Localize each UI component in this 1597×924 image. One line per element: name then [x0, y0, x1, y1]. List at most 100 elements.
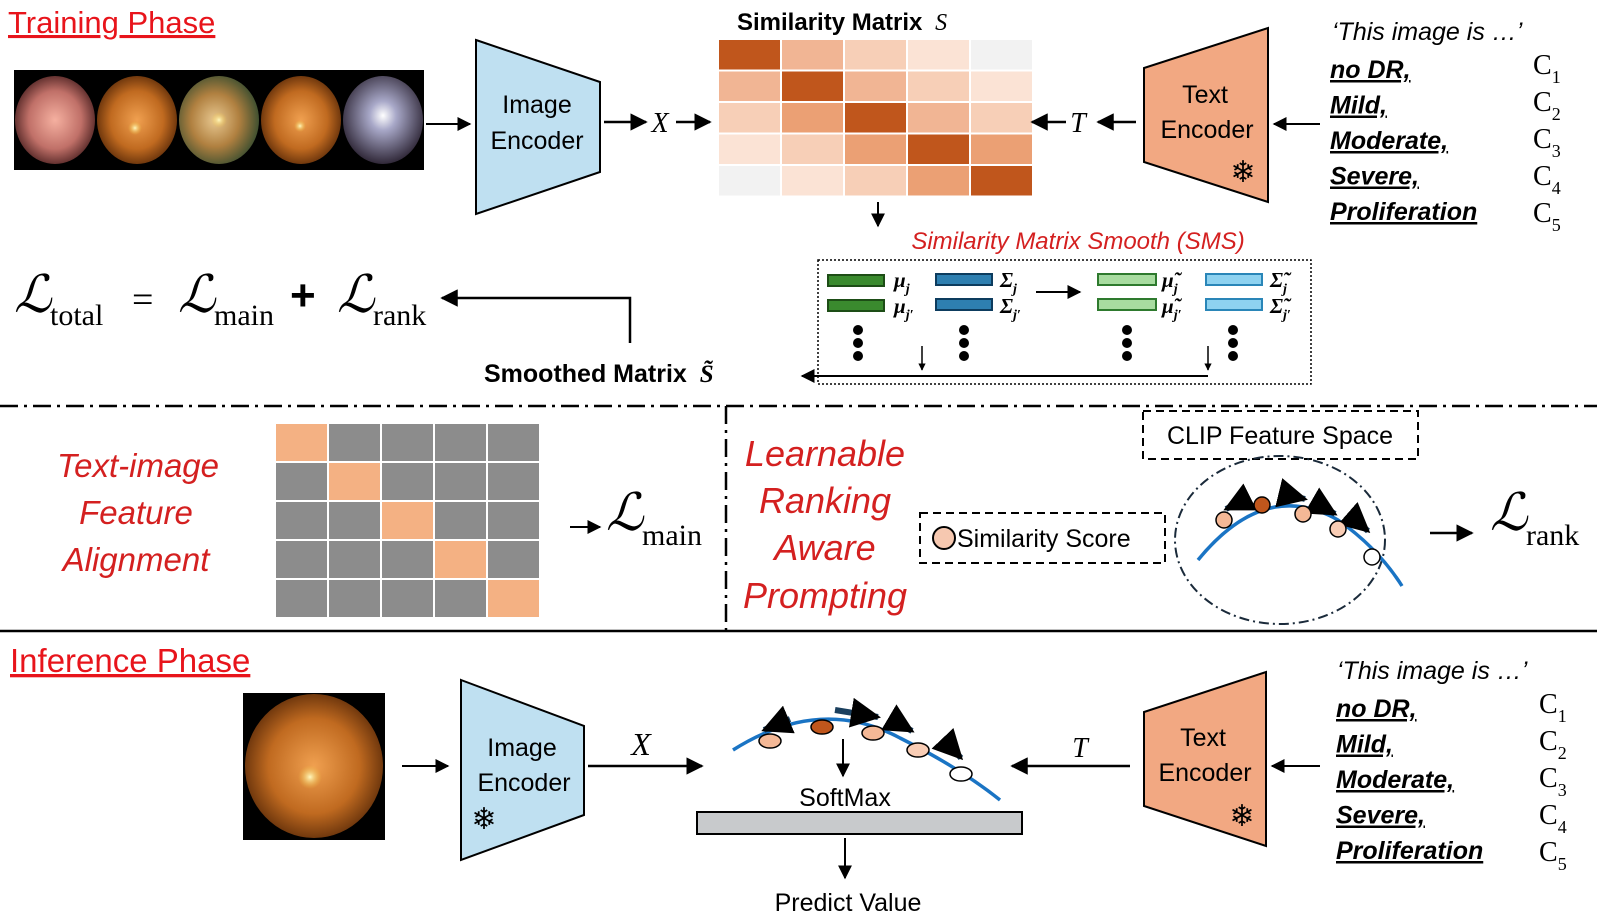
class-label: Mild, [1330, 92, 1387, 120]
rank-arrow [1337, 501, 1371, 534]
alignment-label: Alignment [61, 541, 212, 578]
text-encoder-label: Text [1180, 724, 1226, 752]
sms-title: Similarity Matrix Smooth (SMS) [911, 228, 1244, 255]
prompt-text: ‘This image is …’ [1332, 18, 1523, 46]
similarity-cell [782, 134, 843, 164]
similarity-matrix [719, 40, 1032, 196]
image-encoder-label: Image [502, 91, 571, 119]
ranking-label: Aware [772, 527, 875, 568]
smoothed-matrix-label: Smoothed Matrix S̃ [484, 359, 714, 388]
alignment-cell [435, 463, 486, 500]
class-label: Severe, [1330, 163, 1419, 191]
class-symbol: C2 [1533, 87, 1561, 124]
alignment-cell [276, 424, 327, 461]
alignment-cell [382, 463, 433, 500]
svg-text:=: = [132, 279, 153, 321]
alignment-cell [382, 424, 433, 461]
similarity-cell [782, 71, 843, 101]
svg-text:ℒ: ℒ [14, 267, 53, 324]
class-label: no DR, [1336, 695, 1417, 723]
main-loss-subscript: main [642, 519, 702, 552]
feature-alignment-panel: Text-image Feature Alignment ℒ main [57, 424, 702, 617]
image-encoder-label: Encoder [490, 127, 583, 155]
class-label: Moderate, [1330, 127, 1448, 155]
class-label: Severe, [1336, 802, 1425, 830]
rank-loss-subscript: rank [1526, 519, 1579, 552]
alignment-grid [276, 424, 539, 617]
similarity-cell [908, 166, 969, 196]
similarity-cell [908, 103, 969, 133]
snowflake-icon: ❄ [1230, 156, 1255, 189]
score-marker [906, 742, 930, 758]
class-label: Proliferation [1336, 837, 1483, 865]
score-marker [861, 725, 885, 741]
alignment-cell [488, 580, 539, 617]
ranking-label: Learnable [745, 433, 905, 474]
svg-text:Σj′: Σj′ [999, 294, 1021, 323]
rank-arrow [1304, 487, 1338, 517]
alignment-cell [435, 541, 486, 578]
rank-arrow [1275, 478, 1308, 508]
class-symbol: C3 [1539, 763, 1567, 800]
softmax-bar [696, 811, 1023, 835]
rank-arrow [761, 705, 795, 734]
inference-phase: Inference Phase Image Encoder ❄ X SoftMa… [10, 642, 1567, 917]
alignment-cell [329, 463, 380, 500]
alignment-cell [329, 424, 380, 461]
text-encoder-label: Encoder [1158, 759, 1251, 787]
similarity-cell [719, 134, 780, 164]
sms-distributions: μj μj′ Σj Σj′ μ̃j μ̃j′ Σ̃j Σ̃j′ [827, 268, 1292, 361]
similarity-cell [719, 103, 780, 133]
similarity-cell [782, 103, 843, 133]
score-marker [1329, 520, 1347, 538]
alignment-cell [382, 541, 433, 578]
svg-text:Σ̃j′: Σ̃j′ [1269, 294, 1292, 323]
predict-value-label: Predict Value [775, 889, 922, 917]
image-encoder-training: Image Encoder [475, 38, 601, 216]
text-encoder-inference: Text Encoder ❄ [1143, 670, 1267, 848]
similarity-score-label: Similarity Score [957, 525, 1131, 553]
fundus-image-strip [14, 70, 424, 170]
alignment-label: Feature [79, 494, 193, 531]
class-symbol: C5 [1533, 198, 1561, 235]
svg-text:μj′: μj′ [893, 294, 914, 323]
class-label: Moderate, [1336, 766, 1454, 794]
alignment-cell [382, 502, 433, 539]
similarity-cell [845, 166, 906, 196]
svg-text:rank: rank [373, 299, 426, 332]
alignment-cell [488, 541, 539, 578]
class-symbol: C2 [1539, 726, 1567, 763]
text-encoder-label: Encoder [1160, 116, 1253, 144]
score-marker [1363, 548, 1381, 566]
svg-text:μj: μj [893, 268, 910, 297]
image-encoder-label: Image [487, 734, 556, 762]
class-symbol: C4 [1533, 161, 1561, 198]
rank-loss-symbol: ℒ [1490, 485, 1529, 542]
inference-ranking-curve [732, 697, 1002, 802]
alignment-cell [382, 580, 433, 617]
training-phase: Training Phase Image Encoder X Similarit… [8, 5, 1561, 388]
rank-arrow [931, 728, 964, 761]
ranking-prompting-panel: Learnable Ranking Aware Prompting CLIP F… [743, 410, 1579, 625]
rank-arrow [834, 697, 881, 728]
snowflake-icon: ❄ [1229, 800, 1254, 833]
total-loss-equation: ℒ total = ℒ main + ℒ rank [14, 267, 426, 332]
alignment-cell [276, 463, 327, 500]
x-symbol: X [629, 726, 652, 762]
similarity-cell [845, 71, 906, 101]
fundus-image [97, 76, 177, 164]
similarity-matrix-title: Similarity Matrix S [737, 9, 947, 36]
similarity-cell [845, 103, 906, 133]
image-encoder-label: Encoder [477, 769, 570, 797]
x-symbol: X [650, 108, 669, 139]
fundus-image [343, 76, 423, 164]
similarity-cell [782, 166, 843, 196]
similarity-cell [845, 40, 906, 70]
alignment-cell [276, 580, 327, 617]
main-loss-symbol: ℒ [606, 485, 645, 542]
inference-phase-title: Inference Phase [10, 642, 250, 679]
similarity-cell [971, 71, 1032, 101]
t-symbol: T [1070, 108, 1088, 139]
alignment-cell [329, 580, 380, 617]
class-label: no DR, [1330, 56, 1411, 84]
